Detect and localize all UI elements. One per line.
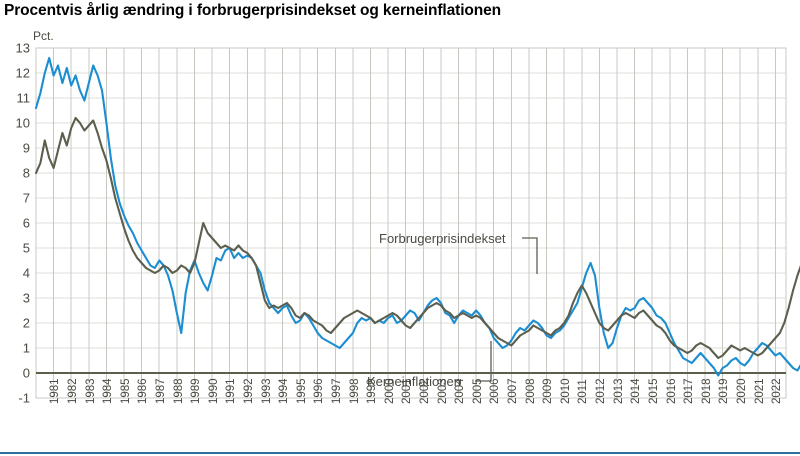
y-axis-tick-labels: -1 0 1 2 3 4 5 6 7 8 9 10 11 12 13 bbox=[0, 0, 30, 456]
x-axis-tick: 2014 bbox=[630, 378, 643, 404]
y-axis-tick: 2 bbox=[22, 315, 30, 331]
bottom-rule bbox=[0, 452, 800, 454]
x-axis-tick: 2006 bbox=[489, 378, 502, 404]
x-axis-tick: 2008 bbox=[524, 378, 537, 404]
y-axis-tick: 4 bbox=[22, 265, 30, 281]
x-axis-tick: 1987 bbox=[154, 378, 167, 404]
x-axis-tick: 2018 bbox=[700, 378, 713, 404]
x-axis-tick: 1994 bbox=[278, 378, 291, 404]
x-axis-tick: 2011 bbox=[577, 379, 590, 404]
y-axis-tick: 1 bbox=[22, 340, 30, 356]
page-title: Procentvis årlig ændring i forbrugerpris… bbox=[4, 2, 502, 19]
y-axis-tick: 9 bbox=[22, 140, 30, 156]
x-axis-tick: 1998 bbox=[348, 378, 361, 404]
x-axis-tick: 1984 bbox=[102, 378, 115, 404]
y-axis-tick: 8 bbox=[22, 165, 30, 181]
y-axis-tick: 0 bbox=[22, 365, 30, 381]
x-axis-tick: 1986 bbox=[137, 378, 150, 404]
x-axis-tick: 1983 bbox=[84, 378, 97, 404]
y-axis-unit-label: Pct. bbox=[33, 29, 54, 43]
x-axis-tick: 2005 bbox=[471, 378, 484, 404]
annotation-forbrugerprisindekset: Forbrugerprisindekset bbox=[379, 231, 506, 246]
x-axis-tick: 2019 bbox=[718, 378, 731, 404]
x-axis-tick: 2020 bbox=[735, 378, 748, 404]
y-axis-tick: 10 bbox=[15, 115, 30, 131]
annotation-kerneinflationen: Kerneinflationen bbox=[367, 374, 461, 389]
y-axis-tick: 13 bbox=[15, 40, 30, 56]
y-axis-tick: 6 bbox=[22, 215, 30, 231]
x-axis-tick: 1985 bbox=[119, 378, 132, 404]
x-axis-tick: 2015 bbox=[647, 378, 660, 404]
x-axis-tick: 1981 bbox=[49, 378, 62, 404]
x-axis-tick: 2007 bbox=[507, 378, 520, 404]
x-axis-tick: 2022 bbox=[771, 378, 784, 404]
x-axis-tick: 2009 bbox=[542, 378, 555, 404]
x-axis-tick: 1992 bbox=[242, 378, 255, 404]
x-axis-tick: 1989 bbox=[190, 378, 203, 404]
x-axis-tick: 1996 bbox=[313, 378, 326, 404]
x-axis-tick: 1988 bbox=[172, 378, 185, 404]
x-axis-tick: 1991 bbox=[225, 378, 238, 404]
y-axis-tick: -1 bbox=[18, 390, 30, 406]
x-axis-tick: 2012 bbox=[595, 378, 608, 404]
x-axis-tick: 2021 bbox=[753, 378, 766, 404]
x-axis-tick: 1995 bbox=[295, 378, 308, 404]
y-axis-tick: 3 bbox=[22, 290, 30, 306]
series-lines bbox=[34, 56, 800, 377]
x-axis-tick: 2016 bbox=[665, 378, 678, 404]
x-axis-tick: 1990 bbox=[207, 378, 220, 404]
annotation-leader-lines bbox=[475, 237, 538, 382]
y-axis-tick: 5 bbox=[22, 240, 30, 256]
y-axis-tick: 12 bbox=[15, 65, 30, 81]
x-axis-tick: 2010 bbox=[559, 378, 572, 404]
x-axis-tick: 1993 bbox=[260, 378, 273, 404]
x-axis-tick: 1982 bbox=[66, 378, 79, 404]
x-axis-tick: 2017 bbox=[683, 378, 696, 404]
x-axis-tick: 2013 bbox=[612, 378, 625, 404]
plot-frame bbox=[35, 47, 787, 399]
x-axis-tick: 1997 bbox=[330, 378, 343, 404]
y-axis-tick: 11 bbox=[16, 90, 31, 106]
y-axis-tick: 7 bbox=[22, 190, 30, 206]
